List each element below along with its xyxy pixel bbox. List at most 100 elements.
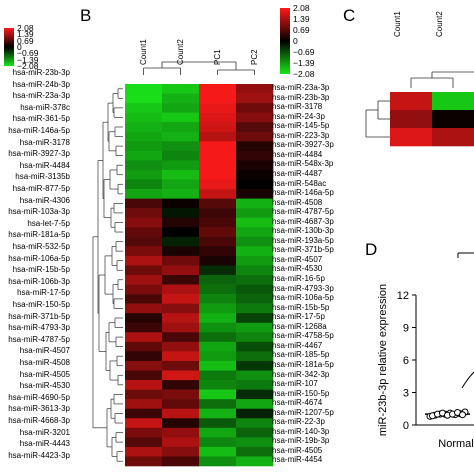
heatmap-cell: [125, 275, 163, 285]
heatmap-cell: [236, 84, 274, 94]
left-gene-label: hsa-miR-4508: [19, 358, 70, 367]
heatmap-row-label: hsa-miR-146a-5p: [272, 188, 334, 198]
left-gene-label: hsa-miR-4505: [19, 369, 70, 379]
heatmap-column-label: Count1: [138, 39, 148, 65]
left-gene-label: hsa-miR-4507: [19, 346, 70, 356]
heatmap-cell: [125, 332, 163, 343]
y-tick-label: 3: [403, 388, 409, 400]
mid-color-scale: 2.08 1.39 0.69 0 −0.69 −1.39 −2.08: [280, 3, 330, 79]
heatmap-cell: [199, 208, 237, 218]
heatmap-row-label: hsa-miR-4484: [272, 149, 323, 159]
heatmap-cell: [236, 284, 274, 295]
heatmap-cell: [199, 131, 237, 142]
heatmap-cell: [236, 255, 274, 266]
heatmap-cell: [199, 103, 237, 113]
heatmap-row-label: hsa-miR-548x-3p: [272, 159, 334, 169]
heatmap-cell: [236, 446, 274, 457]
heatmap-row-label: hsa-miR-223-3p: [272, 130, 330, 140]
heatmap-cell: [162, 93, 200, 104]
heatmap-row-label: hsa-miR-22-3p: [272, 417, 325, 427]
heatmap-cell: [199, 380, 237, 390]
heatmap-cell: [199, 427, 237, 438]
scale-tick-label: −1.39: [17, 54, 39, 65]
heatmap-cell: [162, 131, 200, 142]
heatmap-cell: [162, 322, 200, 333]
heatmap-cell: [236, 103, 274, 113]
data-point: [429, 412, 436, 420]
heatmap-column-label: Count2: [175, 39, 185, 65]
heatmap-row-label: hsa-miR-17-5p: [272, 312, 325, 322]
heatmap-cell: [125, 265, 163, 276]
panel-c-cell: [390, 128, 433, 147]
heatmap-cell: [125, 236, 163, 247]
heatmap-row-label: hsa-miR-4674: [272, 398, 323, 408]
heatmap-cell: [162, 380, 200, 390]
heatmap-cell: [162, 169, 200, 180]
heatmap-cell: [236, 93, 274, 104]
heatmap-cell: [125, 160, 163, 171]
left-gene-label: hsa-let-7-5p: [27, 218, 70, 228]
heatmap-cell: [162, 84, 200, 94]
heatmap-cell: [125, 284, 163, 295]
heatmap-cell: [199, 160, 237, 171]
panel-c-cell: [432, 110, 474, 129]
data-point: [459, 411, 466, 419]
heatmap-row-label: hsa-miR-4687-3p: [272, 216, 334, 226]
heatmap-cell: [236, 341, 274, 352]
heatmap-cell: [125, 341, 163, 352]
heatmap-cell: [236, 418, 274, 429]
heatmap-cell: [236, 322, 274, 333]
heatmap-cell: [199, 408, 237, 419]
data-point: [426, 412, 434, 420]
heatmap-cell: [236, 360, 274, 371]
left-gene-label: hsa-miR-3178: [19, 137, 70, 147]
heatmap-cell: [199, 313, 237, 324]
heatmap-cell: [236, 332, 274, 343]
heatmap-cell: [162, 246, 200, 257]
heatmap-cell: [199, 370, 237, 381]
heatmap-row-label: hsa-miR-19b-3p: [272, 436, 330, 446]
heatmap-cell: [236, 370, 274, 381]
heatmap-cell: [199, 284, 237, 295]
heatmap-cell: [236, 408, 274, 419]
heatmap-row-label: hsa-miR-15b-5p: [272, 302, 330, 312]
heatmap-cell: [236, 294, 274, 304]
left-gene-label: hsa-miR-146a-5p: [8, 126, 70, 135]
panel-label-c: C: [343, 6, 356, 25]
heatmap-row-label: hsa-miR-3178: [272, 102, 323, 112]
heatmap-row-label: hsa-miR-4787-5p: [272, 207, 334, 217]
heatmap-cell: [125, 227, 163, 238]
heatmap-row-label: hsa-miR-181a-5p: [272, 359, 334, 369]
heatmap-cell: [162, 408, 200, 419]
panel-label-d: D: [365, 240, 378, 259]
heatmap-cell: [162, 446, 200, 457]
left-gene-label: hsa-miR-106a-5p: [8, 253, 70, 263]
heatmap-cell: [125, 389, 163, 400]
heatmap-row-label: hsa-miR-4793-3p: [272, 283, 334, 293]
heatmap-cell: [199, 303, 237, 314]
left-gene-label: hsa-miR-181a-5p: [8, 230, 70, 240]
heatmap-cell: [125, 141, 163, 152]
heatmap-cell: [236, 217, 274, 228]
heatmap-cell: [236, 303, 274, 314]
heatmap-cell: [199, 169, 237, 180]
heatmap-cell: [125, 179, 163, 190]
heatmap-row-label: hsa-miR-4454: [272, 455, 323, 465]
heatmap-row-label: hsa-miR-1207-5p: [272, 407, 334, 417]
scale-tick-label: 0: [17, 42, 22, 52]
heatmap-cell: [199, 141, 237, 152]
heatmap-cell: [125, 217, 163, 228]
heatmap-cell: [199, 179, 237, 190]
heatmap-cell: [236, 389, 274, 400]
heatmap-row-label: hsa-miR-16-5p: [272, 274, 325, 283]
data-point: [434, 410, 441, 418]
left-gene-label: hsa-miR-371b-5p: [8, 311, 70, 321]
heatmap-cell: [162, 160, 200, 171]
heatmap-cell: [236, 122, 274, 133]
left-gene-label: hsa-miR-4484: [19, 160, 70, 170]
heatmap-cell: [236, 227, 274, 238]
data-point: [439, 409, 446, 417]
heatmap-cell: [125, 399, 163, 409]
heatmap-cell: [125, 313, 163, 324]
